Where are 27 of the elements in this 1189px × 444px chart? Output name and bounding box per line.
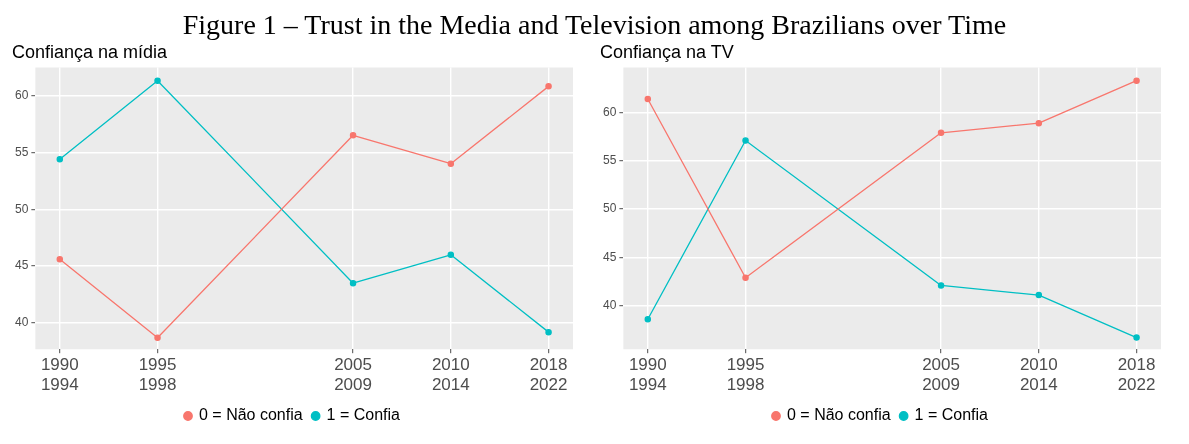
x-tick-label: 1995 1998 — [726, 355, 765, 395]
y-tick-label: 40 — [14, 315, 29, 330]
chart-title: Confiança na TV — [600, 41, 734, 62]
x-tick-label: 2010 2014 — [1019, 355, 1058, 395]
y-tick-label: 40 — [602, 298, 617, 313]
y-tick-label: 50 — [602, 201, 617, 216]
y-tick-label: 60 — [602, 104, 617, 119]
legend-label: 1 = Confia — [914, 406, 989, 424]
legend-label: 0 = Não confia — [787, 406, 891, 424]
x-tick-label: 1995 1998 — [138, 355, 177, 395]
y-tick-label: 45 — [14, 258, 29, 273]
x-tick-label: 2005 2009 — [334, 355, 372, 395]
caption: Figure 1 – Trust in the Media and Television among Brazilians over Time — [181, 8, 1008, 42]
y-tick-label: 45 — [602, 249, 617, 264]
x-tick-label: 1990 1994 — [40, 355, 79, 395]
legend-label: 1 = Confia — [326, 406, 401, 424]
x-tick-label: 2018 2022 — [529, 355, 568, 395]
y-tick-label: 50 — [14, 201, 29, 216]
y-tick-label: 55 — [602, 153, 617, 168]
x-tick-label: 2010 2014 — [431, 355, 470, 395]
x-tick-label: 1990 1994 — [628, 355, 667, 395]
x-tick-label: 2018 2022 — [1117, 355, 1156, 395]
y-tick-label: 60 — [14, 87, 29, 102]
y-tick-label: 55 — [14, 144, 29, 159]
chart-title: Confiança na mídia — [12, 41, 169, 62]
legend-label: 0 = Não confia — [199, 406, 303, 424]
x-tick-label: 2005 2009 — [922, 355, 960, 395]
